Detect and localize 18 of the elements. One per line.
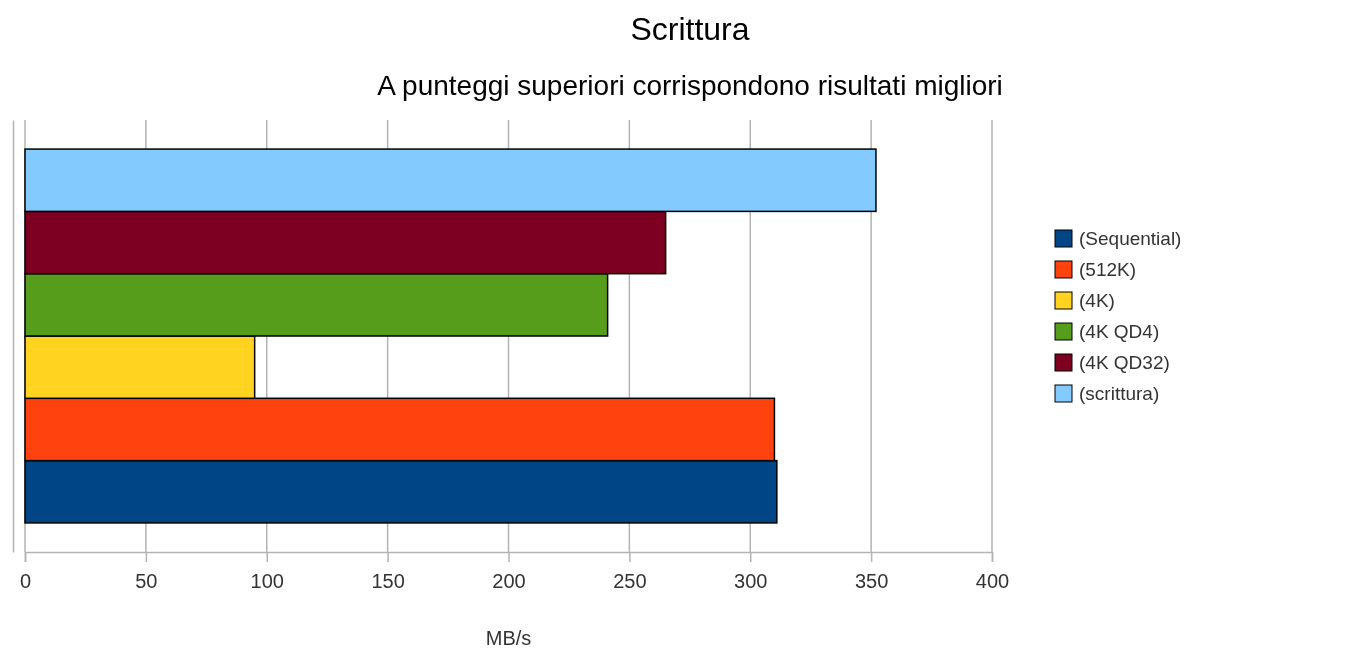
x-tick-label: 400 bbox=[975, 570, 1010, 593]
x-tick-label: 0 bbox=[19, 570, 32, 593]
x-tick-label: 350 bbox=[854, 570, 889, 593]
x-tick-label: 200 bbox=[492, 570, 526, 593]
legend-label: (4K QD4) bbox=[1079, 321, 1160, 342]
x-tick-label: 300 bbox=[734, 570, 768, 593]
legend-label: (4K) bbox=[1079, 290, 1115, 311]
x-axis-title: MB/s bbox=[485, 627, 532, 649]
x-tick-label: 100 bbox=[250, 570, 284, 593]
legend-label: (scrittura) bbox=[1079, 383, 1160, 404]
legend-label: (512K) bbox=[1079, 259, 1137, 280]
chart-subtitle: A punteggi superiori corrispondono risultati migliori bbox=[377, 70, 1003, 101]
legend-label: (4K QD32) bbox=[1079, 352, 1170, 373]
x-tick-label: 250 bbox=[613, 570, 647, 593]
x-tick-label: 50 bbox=[135, 570, 158, 593]
chart-title: Scrittura bbox=[630, 11, 750, 47]
legend-label: (Sequential) bbox=[1079, 228, 1182, 249]
x-tick-label: 150 bbox=[371, 570, 405, 593]
